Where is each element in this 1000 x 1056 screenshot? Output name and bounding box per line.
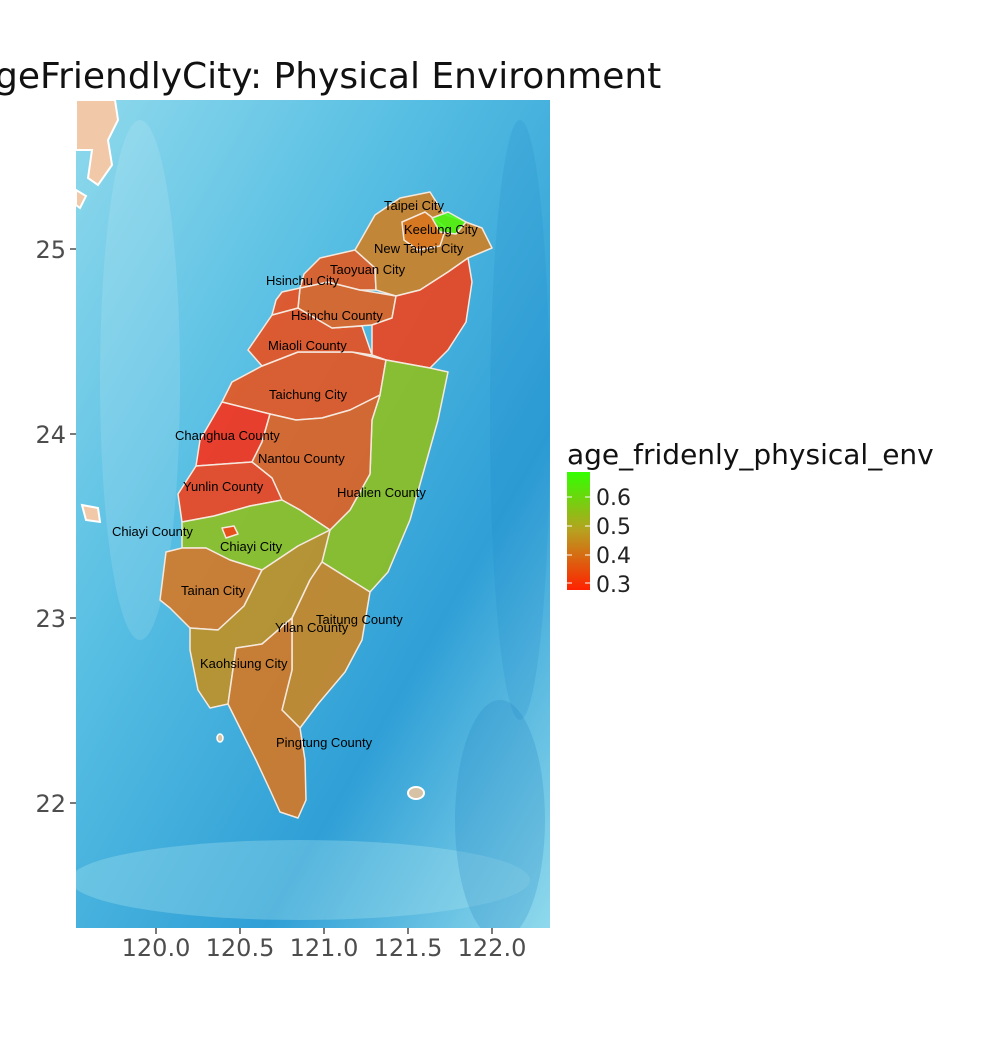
legend-label: 0.4 — [596, 544, 631, 569]
region-label: Yilan County — [275, 620, 349, 635]
region-label: Taichung City — [269, 387, 348, 402]
region-pingtung-county — [227, 617, 307, 819]
region-label: Chiayi County — [112, 524, 193, 539]
y-tick-label: 24 — [35, 421, 66, 449]
map-panel: Taipei City Keelung City New Taipei City… — [76, 100, 550, 928]
x-tick-label: 121.0 — [290, 934, 359, 962]
region-label: Hsinchu County — [291, 308, 383, 323]
region-label: Keelung City — [404, 222, 478, 237]
y-tick-label: 23 — [35, 605, 66, 633]
region-chiayi-city — [221, 525, 239, 539]
x-tick-label: 122.0 — [458, 934, 527, 962]
region-label: Miaoli County — [268, 338, 347, 353]
legend-title: age_fridenly_physical_env — [567, 438, 934, 471]
region-label: Nantou County — [258, 451, 345, 466]
legend-label: 0.6 — [596, 486, 631, 511]
legend-label: 0.3 — [596, 573, 631, 598]
region-keelung-city — [431, 211, 467, 235]
legend-colorbar — [567, 472, 590, 590]
region-hsinchu-city — [271, 287, 301, 316]
region-label: Chiayi City — [220, 539, 283, 554]
x-tick-label: 120.5 — [206, 934, 275, 962]
region-labels: Taipei City Keelung City New Taipei City… — [112, 198, 478, 750]
map-title: geFriendlyCity: Physical Environment — [0, 56, 661, 97]
x-tick-label: 121.5 — [374, 934, 443, 962]
y-tick-label: 25 — [35, 236, 66, 264]
region-label: Taoyuan City — [330, 262, 406, 277]
region-label: Changhua County — [175, 428, 280, 443]
region-label: Kaohsiung City — [200, 656, 288, 671]
region-label: Taitung County — [316, 612, 403, 627]
x-axis: 120.0 120.5 121.0 121.5 122.0 — [122, 928, 527, 962]
region-label: New Taipei City — [374, 241, 464, 256]
neighbor-land — [76, 100, 120, 524]
region-label: Hsinchu City — [266, 273, 339, 288]
x-tick-label: 120.0 — [122, 934, 191, 962]
region-label: Hualien County — [337, 485, 426, 500]
y-axis: 25 24 23 22 — [35, 236, 76, 818]
region-label: Yunlin County — [183, 479, 264, 494]
region-label: Tainan City — [181, 583, 246, 598]
region-yilan-county — [371, 257, 473, 369]
region-label: Pingtung County — [276, 735, 373, 750]
y-tick-label: 22 — [35, 790, 66, 818]
legend-label: 0.5 — [596, 515, 631, 540]
region-label: Taipei City — [384, 198, 444, 213]
island — [216, 733, 224, 743]
island — [407, 786, 425, 800]
legend: age_fridenly_physical_env 0.6 0.5 0.4 0.… — [567, 438, 934, 598]
